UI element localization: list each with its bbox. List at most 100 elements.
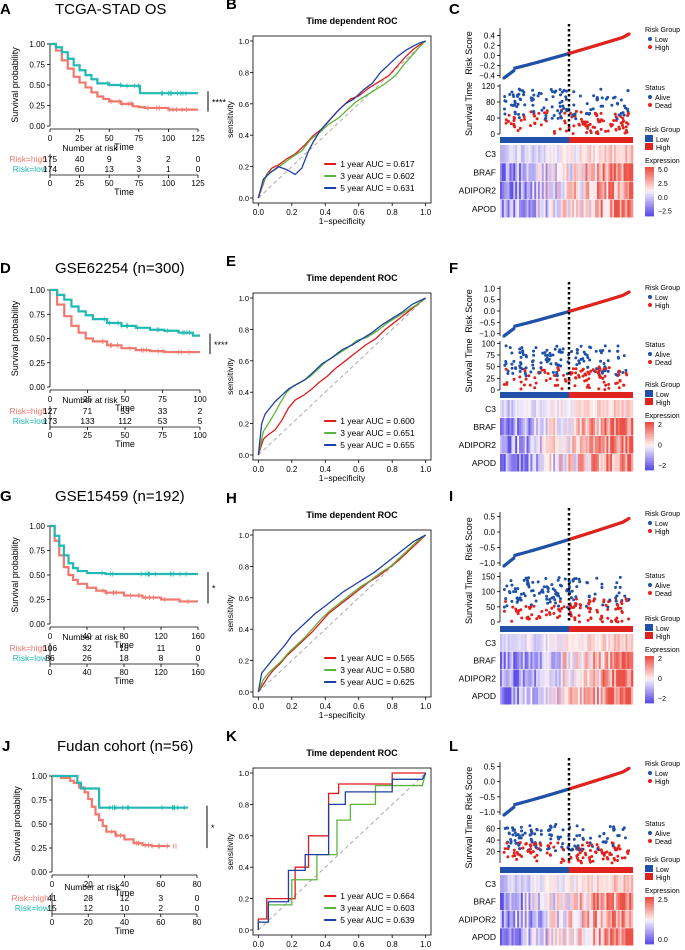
- heatmap-cell: [543, 145, 546, 163]
- survival-point: [610, 123, 614, 127]
- survival-point: [618, 370, 622, 374]
- heatmap-cell: [585, 687, 588, 705]
- survival-point: [543, 351, 547, 355]
- survival-point: [578, 851, 582, 855]
- heatmap-cell: [536, 199, 539, 218]
- heatmap-cell: [617, 400, 620, 418]
- survival-point: [539, 361, 543, 365]
- heatmap-cell: [629, 163, 632, 181]
- risk-group-bar-high: [569, 867, 633, 873]
- roc-frame: [252, 767, 432, 936]
- heatmap-cell: [511, 669, 514, 687]
- survival-point: [545, 348, 549, 352]
- risk-score-tick-label: 0.0: [484, 307, 496, 316]
- heatmap-cell: [543, 875, 546, 893]
- legend-expression-gradient: [645, 695, 654, 699]
- heatmap-cell: [621, 687, 624, 705]
- heatmap-cell: [566, 928, 569, 946]
- heatmap-cell: [511, 634, 514, 652]
- survival-point: [601, 857, 605, 861]
- heatmap-cell: [627, 145, 630, 163]
- heatmap-cell: [587, 910, 590, 928]
- heatmap-cell: [602, 454, 605, 472]
- heatmap-cell: [553, 454, 556, 472]
- heatmap-cell: [614, 910, 617, 928]
- legend-expression-gradient: [645, 684, 654, 687]
- heatmap-cell: [551, 892, 554, 910]
- heatmap-cell: [500, 875, 503, 893]
- survival-point: [526, 849, 530, 853]
- heatmap-cell: [532, 400, 535, 418]
- roc-y-label: sensitivity: [225, 357, 235, 395]
- survival-tick-label: 40: [486, 836, 495, 845]
- survival-point: [574, 109, 578, 113]
- risk-group-bar-low: [500, 137, 569, 143]
- survival-point: [586, 356, 590, 360]
- survival-point: [575, 846, 579, 850]
- legend-bar-high-swatch: [645, 143, 653, 150]
- heatmap-cell: [617, 199, 620, 218]
- heatmap-cell: [526, 436, 529, 454]
- survival-point: [548, 853, 552, 857]
- heatmap-cell: [593, 145, 596, 163]
- legend-high-dot: [648, 303, 652, 307]
- heatmap-cell: [595, 875, 598, 893]
- survival-point: [599, 87, 603, 91]
- heatmap-cell: [555, 400, 558, 418]
- survival-point: [586, 126, 590, 130]
- heatmap-cell: [596, 418, 600, 436]
- heatmap-cell: [522, 892, 525, 910]
- heatmap-cell: [577, 163, 581, 181]
- heatmap-cell: [606, 418, 609, 436]
- survival-point: [531, 88, 535, 92]
- heatmap-cell: [547, 400, 550, 418]
- survival-point: [602, 853, 606, 857]
- survival-point: [505, 841, 509, 845]
- survival-point: [529, 603, 533, 607]
- heatmap-cell: [564, 145, 567, 163]
- heatmap-cell: [528, 651, 531, 669]
- survival-point: [604, 840, 608, 844]
- survival-label: Survival Time: [464, 570, 474, 624]
- survival-point: [627, 849, 631, 853]
- legend-high-label: High: [655, 303, 670, 310]
- heatmap-cell: [538, 928, 541, 946]
- heatmap-cell: [501, 400, 505, 418]
- risk-score-point: [512, 68, 516, 73]
- heatmap-cell: [538, 651, 541, 669]
- heatmap-cell: [623, 687, 626, 705]
- legend-expression-gradient: [645, 448, 654, 452]
- heatmap-cell: [557, 199, 560, 218]
- roc-legend-label: 3 year AUC = 0.651: [340, 428, 415, 438]
- survival-point: [602, 598, 606, 602]
- heatmap-cell: [547, 145, 550, 163]
- heatmap-cell: [593, 910, 596, 928]
- heatmap-cell: [568, 875, 571, 893]
- risk-table-title: Number at risk: [62, 632, 118, 642]
- survival-point: [511, 826, 515, 830]
- risk-score-tick-label: 0.5: [484, 296, 496, 305]
- heatmap-cell: [614, 436, 617, 454]
- survival-point: [570, 349, 574, 353]
- survival-point: [622, 826, 626, 830]
- heatmap-cell: [513, 928, 516, 946]
- survival-point: [595, 576, 599, 580]
- heatmap-cell: [610, 418, 613, 436]
- survival-point: [558, 609, 562, 613]
- heatmap-cell: [517, 687, 520, 705]
- survival-point: [548, 828, 552, 832]
- roc-diagonal: [257, 297, 427, 456]
- survival-point: [514, 607, 518, 611]
- heatmap-cell: [621, 181, 624, 200]
- legend-low-label: Low: [655, 295, 669, 302]
- survival-point: [517, 116, 521, 120]
- survival-point: [539, 829, 543, 833]
- survival-point: [585, 111, 589, 115]
- heatmap-cell: [608, 418, 611, 436]
- heatmap-cell: [515, 910, 518, 928]
- legend-expression-gradient: [645, 672, 654, 676]
- heatmap-cell: [600, 400, 603, 418]
- risk-table-x-tick-label: 160: [191, 668, 205, 677]
- gene-label: C3: [485, 879, 496, 889]
- heatmap-cell: [505, 400, 508, 418]
